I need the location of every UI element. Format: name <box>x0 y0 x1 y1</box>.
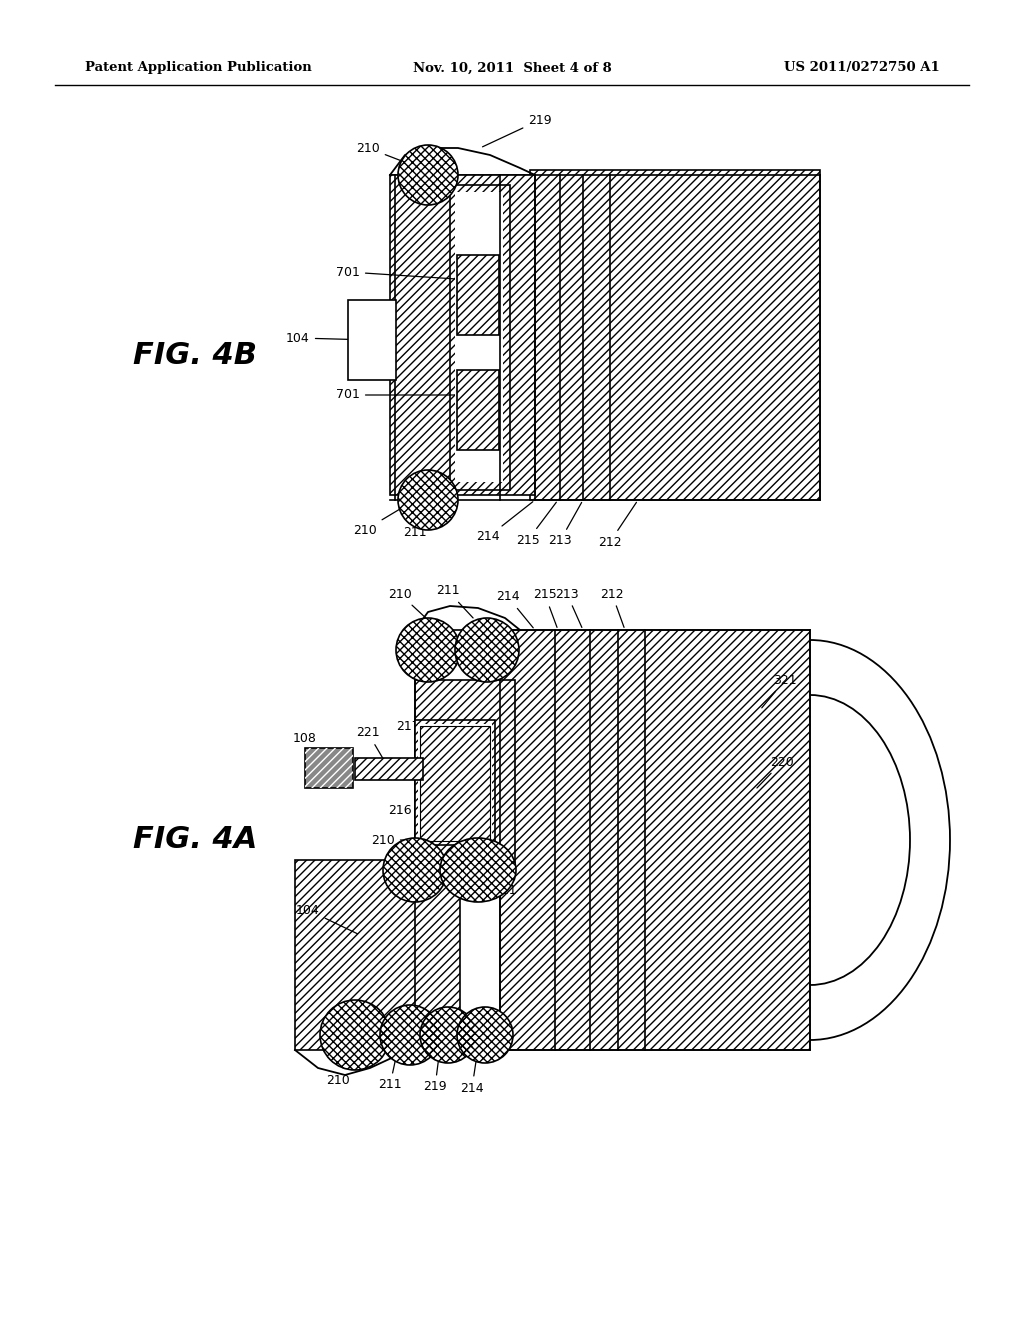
Bar <box>530 170 820 500</box>
Ellipse shape <box>319 1001 390 1071</box>
Text: 212: 212 <box>600 587 624 627</box>
Text: 211: 211 <box>436 585 473 618</box>
Text: 210: 210 <box>326 1051 351 1086</box>
Bar <box>348 300 396 380</box>
Bar <box>355 758 423 780</box>
Ellipse shape <box>457 1007 513 1063</box>
Text: 217: 217 <box>396 719 430 748</box>
Bar <box>390 176 535 495</box>
Ellipse shape <box>383 838 447 902</box>
Ellipse shape <box>396 618 460 682</box>
Text: 701: 701 <box>336 388 469 401</box>
Bar <box>457 370 499 450</box>
Text: 214: 214 <box>460 1051 483 1094</box>
Bar <box>415 719 495 845</box>
Text: 214: 214 <box>497 590 534 628</box>
Ellipse shape <box>420 1007 476 1063</box>
Bar <box>390 176 535 495</box>
Text: 221: 221 <box>356 726 384 759</box>
Text: 321: 321 <box>762 673 797 708</box>
Bar <box>457 255 499 335</box>
Text: 210: 210 <box>353 502 413 536</box>
Text: 213: 213 <box>548 503 582 548</box>
Text: 211: 211 <box>378 1051 401 1092</box>
Text: FIG. 4B: FIG. 4B <box>133 341 257 370</box>
Text: Patent Application Publication: Patent Application Publication <box>85 62 311 74</box>
Text: 214: 214 <box>476 502 532 544</box>
Text: 219: 219 <box>482 114 552 147</box>
Bar <box>500 630 810 1049</box>
Bar <box>305 748 353 788</box>
Bar <box>355 758 423 780</box>
Bar <box>305 748 353 788</box>
Bar <box>457 370 499 450</box>
Text: 210: 210 <box>356 141 418 168</box>
Ellipse shape <box>455 618 519 682</box>
Text: 216: 216 <box>388 792 426 817</box>
Bar <box>418 723 492 842</box>
Bar <box>450 185 510 490</box>
Bar <box>415 680 515 865</box>
Text: 219: 219 <box>423 1051 446 1093</box>
Bar <box>415 680 515 865</box>
Text: 701: 701 <box>336 265 469 280</box>
Bar <box>530 170 820 500</box>
Text: 104: 104 <box>286 331 370 345</box>
Bar <box>457 255 499 335</box>
Text: Nov. 10, 2011  Sheet 4 of 8: Nov. 10, 2011 Sheet 4 of 8 <box>413 62 611 74</box>
Ellipse shape <box>380 1005 440 1065</box>
Bar <box>450 185 510 490</box>
Text: 215: 215 <box>516 502 556 546</box>
Text: FIG. 4A: FIG. 4A <box>133 825 257 854</box>
Text: 212: 212 <box>598 503 637 549</box>
Ellipse shape <box>398 145 458 205</box>
Ellipse shape <box>440 838 516 902</box>
Bar <box>420 726 490 841</box>
Ellipse shape <box>398 470 458 531</box>
Text: 210: 210 <box>371 833 411 846</box>
Text: 108: 108 <box>293 731 328 766</box>
Text: 104: 104 <box>296 903 357 933</box>
Text: 220: 220 <box>757 755 794 788</box>
Bar <box>295 861 460 1049</box>
Bar <box>295 861 460 1049</box>
Text: 210: 210 <box>388 587 426 618</box>
Text: 211: 211 <box>403 502 447 540</box>
Text: 215: 215 <box>534 589 557 627</box>
Text: 211: 211 <box>494 863 517 896</box>
Text: US 2011/0272750 A1: US 2011/0272750 A1 <box>784 62 940 74</box>
Bar <box>500 630 810 1049</box>
Bar <box>420 726 490 841</box>
Text: 213: 213 <box>555 587 582 627</box>
Bar <box>415 719 495 845</box>
Bar <box>455 191 503 482</box>
